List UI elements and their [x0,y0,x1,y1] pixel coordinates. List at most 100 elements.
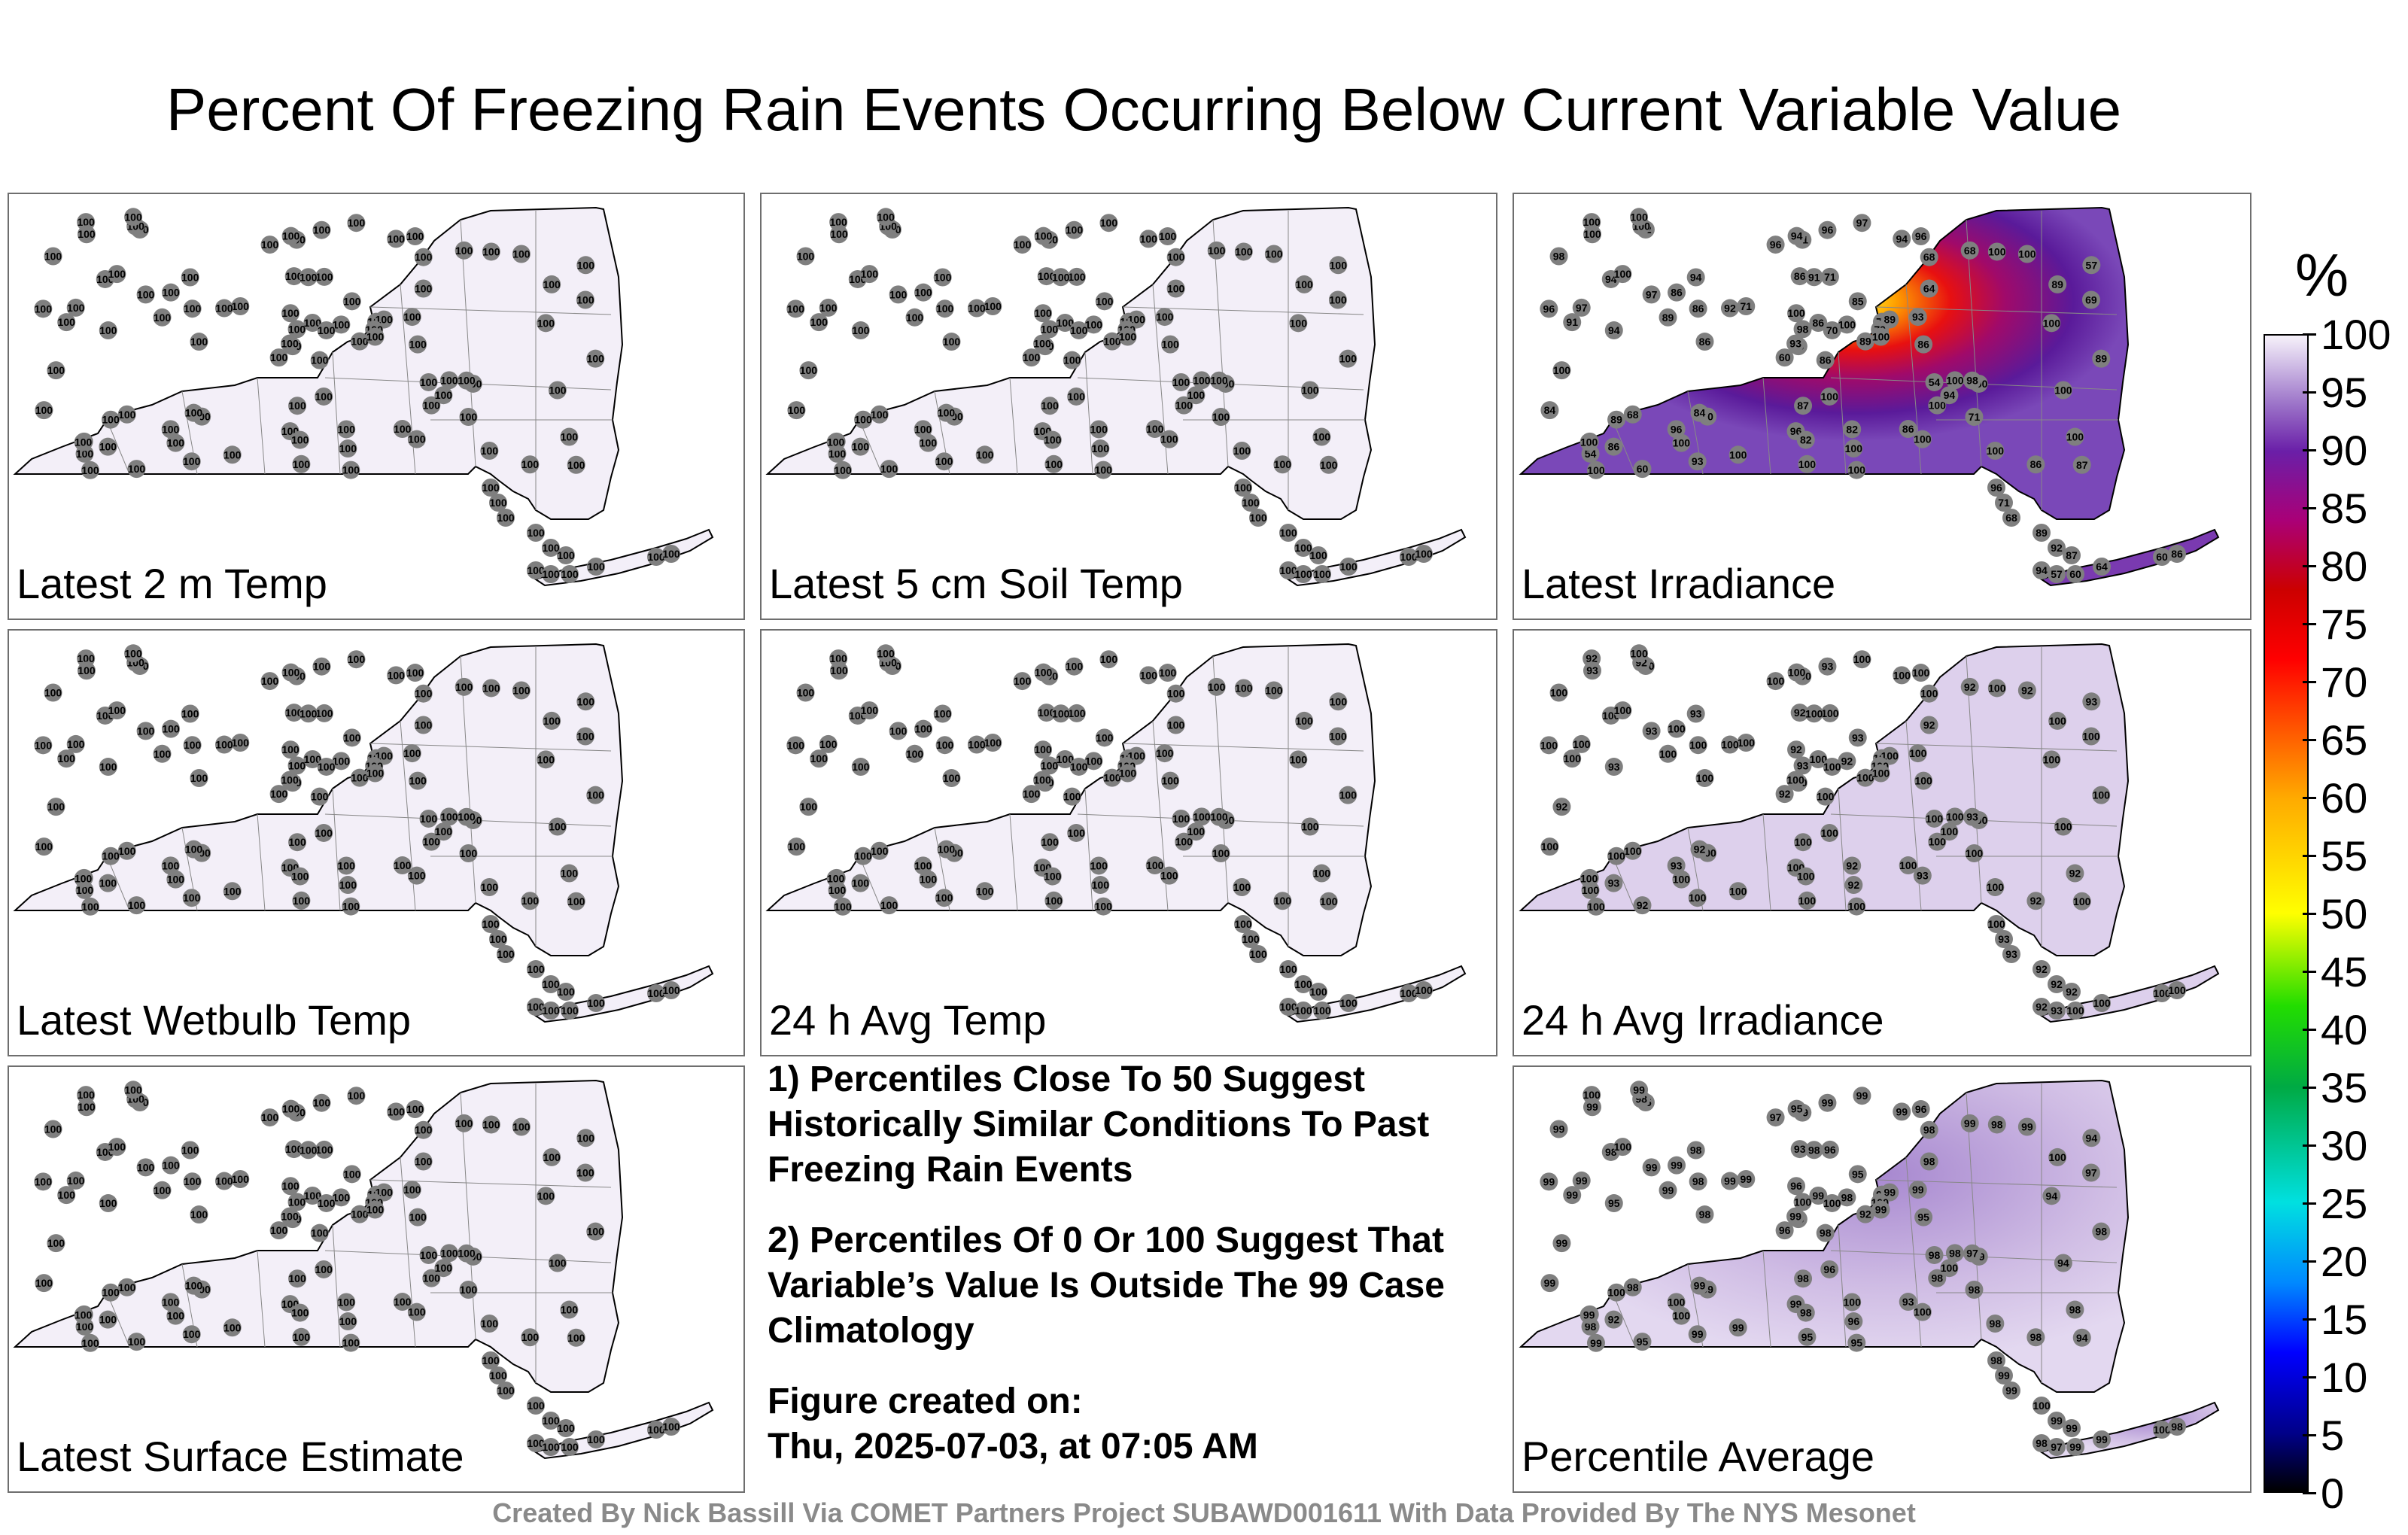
station-marker: 91 [1804,268,1823,287]
station-marker: 100 [1695,769,1714,788]
svg-text:100: 100 [313,1097,331,1109]
station-marker: 100 [332,315,351,334]
station-marker: 100 [914,283,933,302]
station-marker: 100 [414,248,433,266]
station-marker: 92 [1720,299,1739,318]
station-marker: 100 [1313,1002,1331,1020]
station-marker: 100 [317,1193,336,1212]
station-marker: 100 [124,208,143,226]
station-marker: 100 [1613,701,1632,720]
svg-text:99: 99 [1884,1187,1896,1199]
svg-text:100: 100 [561,868,579,880]
colorbar-tick-mark [2303,971,2316,973]
station-marker: 100 [1613,1138,1632,1157]
svg-text:100: 100 [489,933,507,945]
station-marker: 86 [1668,283,1686,302]
svg-text:64: 64 [1923,282,1935,294]
station-marker: 100 [1207,677,1226,696]
colorbar-tick-mark [2303,797,2316,799]
colorbar-tick-mark [2303,913,2316,915]
svg-text:100: 100 [543,715,561,727]
station-marker: 100 [527,1397,545,1415]
svg-text:100: 100 [587,1433,605,1445]
svg-text:69: 69 [2085,293,2097,305]
station-marker: 100 [292,454,311,473]
station-marker: 100 [181,268,199,287]
station-marker: 100 [537,750,555,769]
svg-text:100: 100 [458,375,476,387]
svg-text:100: 100 [1041,759,1059,771]
station-marker: 100 [786,736,805,755]
svg-text:100: 100 [1052,707,1070,719]
station-marker: 93 [1688,452,1707,471]
svg-text:100: 100 [338,1296,356,1308]
svg-text:100: 100 [348,1090,366,1102]
map-panel-latest-wetbulb-temp: 100 100 100 100 100 100 100 100 100 100 100 100 100 1… [8,629,745,1056]
station-marker: 100 [933,268,952,287]
svg-text:100: 100 [1339,561,1358,573]
station-marker: 100 [1911,664,1930,682]
svg-text:100: 100 [521,1331,540,1343]
svg-text:100: 100 [2153,987,2171,999]
station-marker: 100 [833,897,852,916]
station-marker: 100 [833,460,852,479]
station-marker: 100 [1264,681,1283,700]
svg-text:100: 100 [482,1354,500,1366]
svg-text:100: 100 [99,441,117,453]
station-marker: 100 [1563,749,1582,768]
station-marker: 100 [407,1302,426,1321]
station-marker: 100 [512,681,531,700]
station-marker: 100 [1161,335,1180,354]
svg-text:100: 100 [647,987,665,999]
svg-text:100: 100 [1788,667,1806,679]
svg-text:100: 100 [1063,354,1081,366]
station-marker: 100 [1816,787,1835,806]
svg-text:100: 100 [2066,1005,2084,1017]
colorbar-tick-label: 80 [2321,543,2368,590]
svg-text:89: 89 [2051,278,2063,290]
svg-text:100: 100 [1821,827,1839,839]
svg-text:100: 100 [577,259,595,271]
station-marker: 100 [459,844,478,863]
svg-text:100: 100 [1400,987,1418,999]
colorbar-tick-label: 15 [2321,1296,2368,1343]
station-marker: 97 [1572,298,1591,317]
station-marker: 100 [576,1129,595,1147]
station-marker: 100 [393,420,412,439]
svg-text:100: 100 [1090,859,1108,871]
station-marker: 100 [136,285,155,304]
svg-text:100: 100 [1057,753,1075,765]
svg-text:100: 100 [914,723,932,735]
svg-text:100: 100 [1096,295,1114,307]
ny-map: 1001001001001001001001001001001001001001… [13,643,714,1023]
station-marker: 97 [1853,214,1871,233]
svg-text:100: 100 [1912,667,1930,679]
svg-text:96: 96 [1990,482,2002,494]
svg-text:100: 100 [409,339,427,351]
station-marker: 92 [2048,539,2066,557]
svg-text:100: 100 [576,293,594,305]
svg-text:100: 100 [1786,774,1804,786]
svg-text:100: 100 [1607,1287,1625,1299]
station-marker: 100 [281,304,300,323]
svg-text:100: 100 [543,1151,561,1163]
svg-text:100: 100 [797,687,815,699]
colorbar-tick-label: 45 [2321,948,2368,995]
station-marker: 100 [1067,704,1086,722]
svg-text:100: 100 [1103,772,1121,784]
station-marker: 100 [1871,327,1890,346]
svg-text:100: 100 [1100,217,1118,229]
station-marker: 100 [284,1140,303,1159]
svg-text:87: 87 [2076,459,2088,471]
svg-text:100: 100 [647,551,665,563]
svg-text:54: 54 [1929,376,1941,388]
svg-text:100: 100 [415,1124,433,1136]
svg-text:82: 82 [1800,434,1812,446]
station-marker: 100 [1893,666,1911,685]
station-marker: 100 [366,1200,385,1219]
station-marker: 100 [455,241,473,260]
station-marker: 99 [2066,1438,2084,1456]
station-marker: 100 [826,433,845,451]
station-marker: 100 [1853,650,1871,669]
svg-text:100: 100 [190,772,208,784]
